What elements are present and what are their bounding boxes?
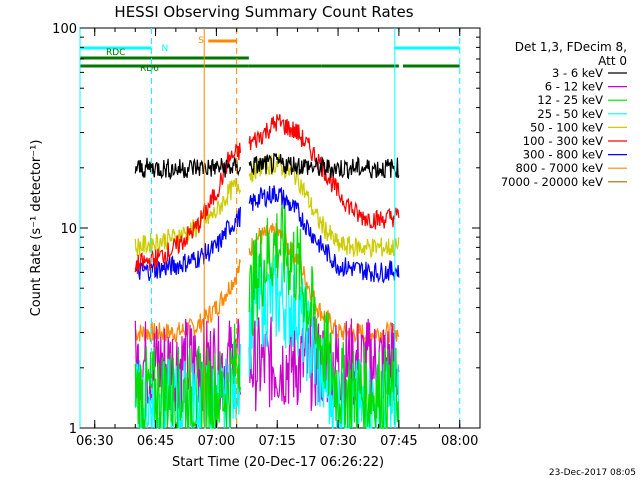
series-line-3-6-kev-1 [248,152,400,180]
legend-entry-label-2: 12 - 25 keV [537,93,603,107]
x-axis-label: Start Time (20-Dec-17 06:26:22) [172,455,384,470]
series-line-12-25-kev-0 [134,323,241,429]
legend-entry-label-3: 25 - 50 keV [537,107,603,121]
legend-entry-label-4: 50 - 100 keV [530,120,603,134]
legend-entry-label-0: 3 - 6 keV [552,66,603,80]
x-tick-label-1: 06:45 [137,434,174,449]
y-tick-label-2: 100 [52,22,77,37]
chart-title: HESSI Observing Summary Count Rates [114,3,413,21]
flag-bar-label-rd6: RD6 [140,64,159,74]
legend-entry-label-7: 800 - 7000 keV [515,161,603,175]
series-line-3-6-kev-0 [134,157,241,181]
flag-bar-label-rdc: RDC [106,48,125,58]
legend-entry-label-1: 6 - 12 keV [545,80,603,94]
series-line-12-25-kev-1 [248,201,400,429]
x-tick-label-5: 07:45 [380,434,417,449]
legend-entry-label-5: 100 - 300 keV [523,134,603,148]
x-tick-label-2: 07:00 [198,434,235,449]
footer-timestamp: 23-Dec-2017 08:05 [549,468,636,478]
series-line-50-100-kev-1 [248,152,400,259]
series-line-100-300-kev-1 [248,114,400,230]
x-tick-label-4: 07:30 [319,434,356,449]
series-line-300-800-kev-0 [134,206,241,281]
x-tick-label-0: 06:30 [76,434,113,449]
y-tick-label-1: 10 [60,222,77,237]
x-tick-label-3: 07:15 [258,434,295,449]
x-tick-label-6: 08:00 [441,434,478,449]
flag-bar-label-s: S [198,36,204,46]
y-tick-label-0: 1 [69,422,77,437]
legend-subtitle: Att 0 [598,54,627,68]
flag-bar-label-n: N [162,44,169,54]
series-line-100-300-kev-0 [134,142,241,275]
legend-entry-label-6: 300 - 800 keV [523,148,603,162]
legend-title: Det 1,3, FDecim 8, [515,40,627,54]
series-line-300-800-kev-1 [248,185,400,284]
legend-entry-label-8: 7000 - 20000 keV [501,175,603,189]
y-axis-label: Count Rate (s⁻¹ detector⁻¹) [29,140,44,317]
